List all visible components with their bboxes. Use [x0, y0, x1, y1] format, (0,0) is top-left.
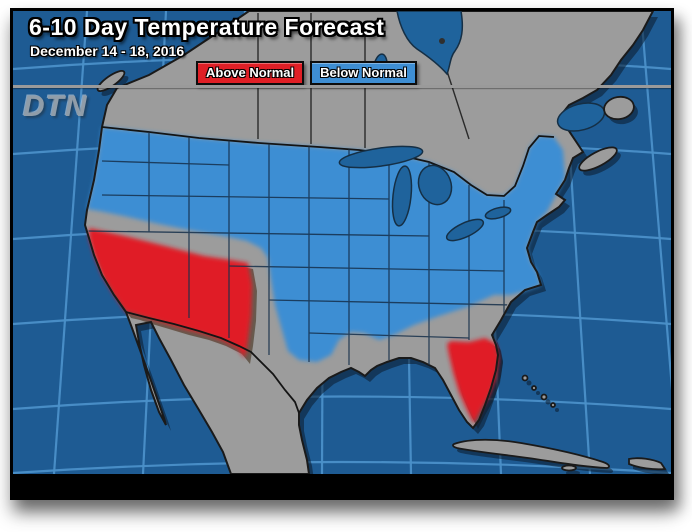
- bottom-black-bar: [13, 474, 671, 497]
- lake-ontario: [484, 206, 512, 220]
- lakes-and-bays: [338, 11, 606, 242]
- forecast-map-svg: [13, 11, 671, 474]
- lake-superior: [338, 145, 424, 169]
- forecast-map: [13, 11, 671, 474]
- dtn-logo: DTN: [23, 90, 88, 123]
- us-canada-border: [101, 126, 555, 197]
- legend-above-normal: Above Normal: [196, 61, 305, 85]
- us-state-borders: [87, 132, 512, 365]
- lake-erie: [445, 218, 485, 242]
- date-range: December 14 - 18, 2016: [30, 43, 185, 59]
- header-divider-line: [13, 85, 671, 88]
- hudson-bay-island: [439, 38, 445, 44]
- legend-below-normal: Below Normal: [310, 61, 417, 85]
- legend: Above Normal Below Normal: [196, 61, 417, 85]
- lake-michigan: [391, 165, 413, 227]
- us-mexico-border: [125, 311, 300, 414]
- page-title: 6-10 Day Temperature Forecast: [29, 14, 385, 40]
- lake-huron: [417, 164, 453, 206]
- map-frame: 6-10 Day Temperature Forecast December 1…: [10, 8, 674, 500]
- hudson-bay: [396, 11, 464, 76]
- borders: [87, 13, 555, 414]
